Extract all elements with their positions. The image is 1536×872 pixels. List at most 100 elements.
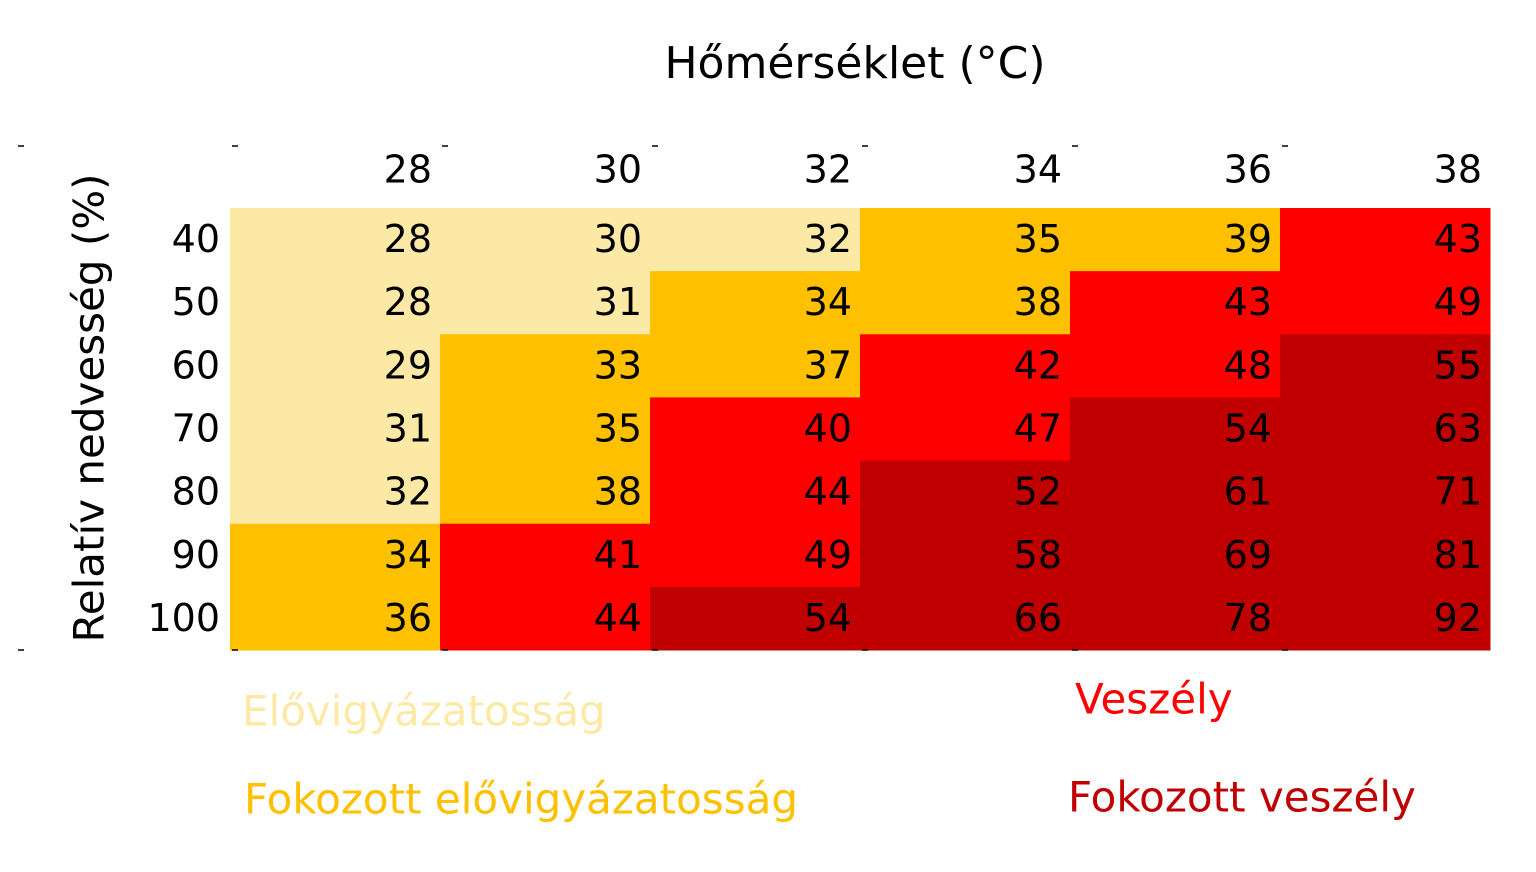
cell-label: 52 — [1014, 470, 1062, 514]
heat-cell — [1280, 334, 1491, 398]
cell-label: 58 — [1014, 533, 1062, 577]
heat-cell — [440, 397, 651, 462]
cell-label: 32 — [804, 217, 852, 261]
cell-label: 48 — [1224, 343, 1272, 387]
cell-label: 36 — [384, 596, 432, 640]
cell-label: 35 — [594, 407, 642, 451]
heat-cell — [230, 334, 441, 398]
cell-label: 69 — [1224, 533, 1272, 577]
cell-label: 31 — [594, 280, 642, 324]
cell-label: 38 — [594, 470, 642, 514]
cell-label: 81 — [1434, 533, 1482, 577]
heat-cell — [1280, 271, 1491, 335]
heat-cell — [230, 208, 441, 272]
heat-cell — [440, 334, 651, 398]
heat-cell — [230, 523, 441, 588]
heat-cell — [1070, 334, 1281, 398]
cell-label: 78 — [1224, 596, 1272, 640]
cell-label: 31 — [384, 407, 432, 451]
y-tick-label: 70 — [172, 407, 220, 451]
x-tick-label: 38 — [1434, 148, 1482, 192]
cell-label: 61 — [1224, 470, 1272, 514]
heat-cell — [1280, 586, 1491, 651]
cell-label: 34 — [384, 533, 432, 577]
heat-cell — [230, 271, 441, 335]
cell-label: 33 — [594, 343, 642, 387]
heat-cell — [860, 523, 1071, 588]
x-tick-label: 30 — [594, 148, 642, 192]
heat-cell — [230, 586, 441, 651]
heat-cell — [860, 586, 1071, 651]
y-tick-label: 90 — [172, 533, 220, 577]
cell-label: 63 — [1434, 407, 1482, 451]
cell-label: 38 — [1014, 280, 1062, 324]
y-axis-label: Relatív nedvesség (%) — [65, 174, 114, 643]
heat-cell — [440, 586, 651, 651]
heat-cell — [650, 523, 861, 588]
cell-label: 44 — [594, 596, 642, 640]
legend-label: Fokozott veszély — [1068, 773, 1416, 822]
legend-label: Veszély — [1075, 675, 1233, 724]
y-tick-label: 40 — [172, 217, 220, 261]
heat-cell — [1070, 586, 1281, 651]
heat-cell — [650, 460, 861, 525]
cell-label: 49 — [804, 533, 852, 577]
heat-cell — [860, 208, 1071, 272]
cell-label: 71 — [1434, 470, 1482, 514]
cell-label: 29 — [384, 343, 432, 387]
cell-label: 43 — [1434, 217, 1482, 261]
cell-label: 37 — [804, 343, 852, 387]
chart-title: Hőmérséklet (°C) — [664, 38, 1045, 89]
cell-label: 40 — [804, 407, 852, 451]
cell-label: 54 — [804, 596, 852, 640]
heat-cell — [1280, 460, 1491, 525]
cell-label: 47 — [1014, 407, 1062, 451]
heat-cell — [440, 271, 651, 335]
cell-label: 92 — [1434, 596, 1482, 640]
cell-label: 32 — [384, 470, 432, 514]
legend-label: Fokozott elővigyázatosság — [244, 775, 798, 824]
heat-cell — [1280, 208, 1491, 272]
heat-cell — [440, 523, 651, 588]
heat-cell — [1070, 460, 1281, 525]
heat-cell — [1070, 208, 1281, 272]
y-tick-label: 60 — [172, 343, 220, 387]
heat-cell — [1070, 271, 1281, 335]
cell-label: 28 — [384, 280, 432, 324]
heat-cell — [860, 397, 1071, 462]
heat-cell — [1280, 397, 1491, 462]
cell-label: 39 — [1224, 217, 1272, 261]
heat-cell — [230, 397, 441, 462]
cell-label: 34 — [804, 280, 852, 324]
cell-label: 66 — [1014, 596, 1062, 640]
cell-label: 28 — [384, 217, 432, 261]
y-tick-label: 50 — [172, 280, 220, 324]
heat-cell — [1280, 523, 1491, 588]
y-tick-label: 100 — [147, 596, 220, 640]
cell-label: 54 — [1224, 407, 1272, 451]
heat-cell — [440, 460, 651, 525]
heat-cell — [1070, 397, 1281, 462]
x-tick-label: 32 — [804, 148, 852, 192]
x-tick-label: 34 — [1014, 148, 1062, 192]
cell-label: 44 — [804, 470, 852, 514]
heat-cell — [1070, 523, 1281, 588]
heat-cell — [650, 334, 861, 398]
cell-label: 30 — [594, 217, 642, 261]
y-tick-label: 80 — [172, 470, 220, 514]
heat-cell — [860, 334, 1071, 398]
heat-cell — [650, 586, 861, 651]
heat-cell — [440, 208, 651, 272]
heat-cell — [860, 460, 1071, 525]
x-tick-label: 28 — [384, 148, 432, 192]
legend-label: Elővigyázatosság — [242, 687, 606, 736]
heat-cell — [650, 397, 861, 462]
cell-label: 43 — [1224, 280, 1272, 324]
heat-cell — [650, 271, 861, 335]
cell-label: 49 — [1434, 280, 1482, 324]
cell-label: 41 — [594, 533, 642, 577]
cell-label: 35 — [1014, 217, 1062, 261]
cell-label: 42 — [1014, 343, 1062, 387]
x-tick-label: 36 — [1224, 148, 1272, 192]
